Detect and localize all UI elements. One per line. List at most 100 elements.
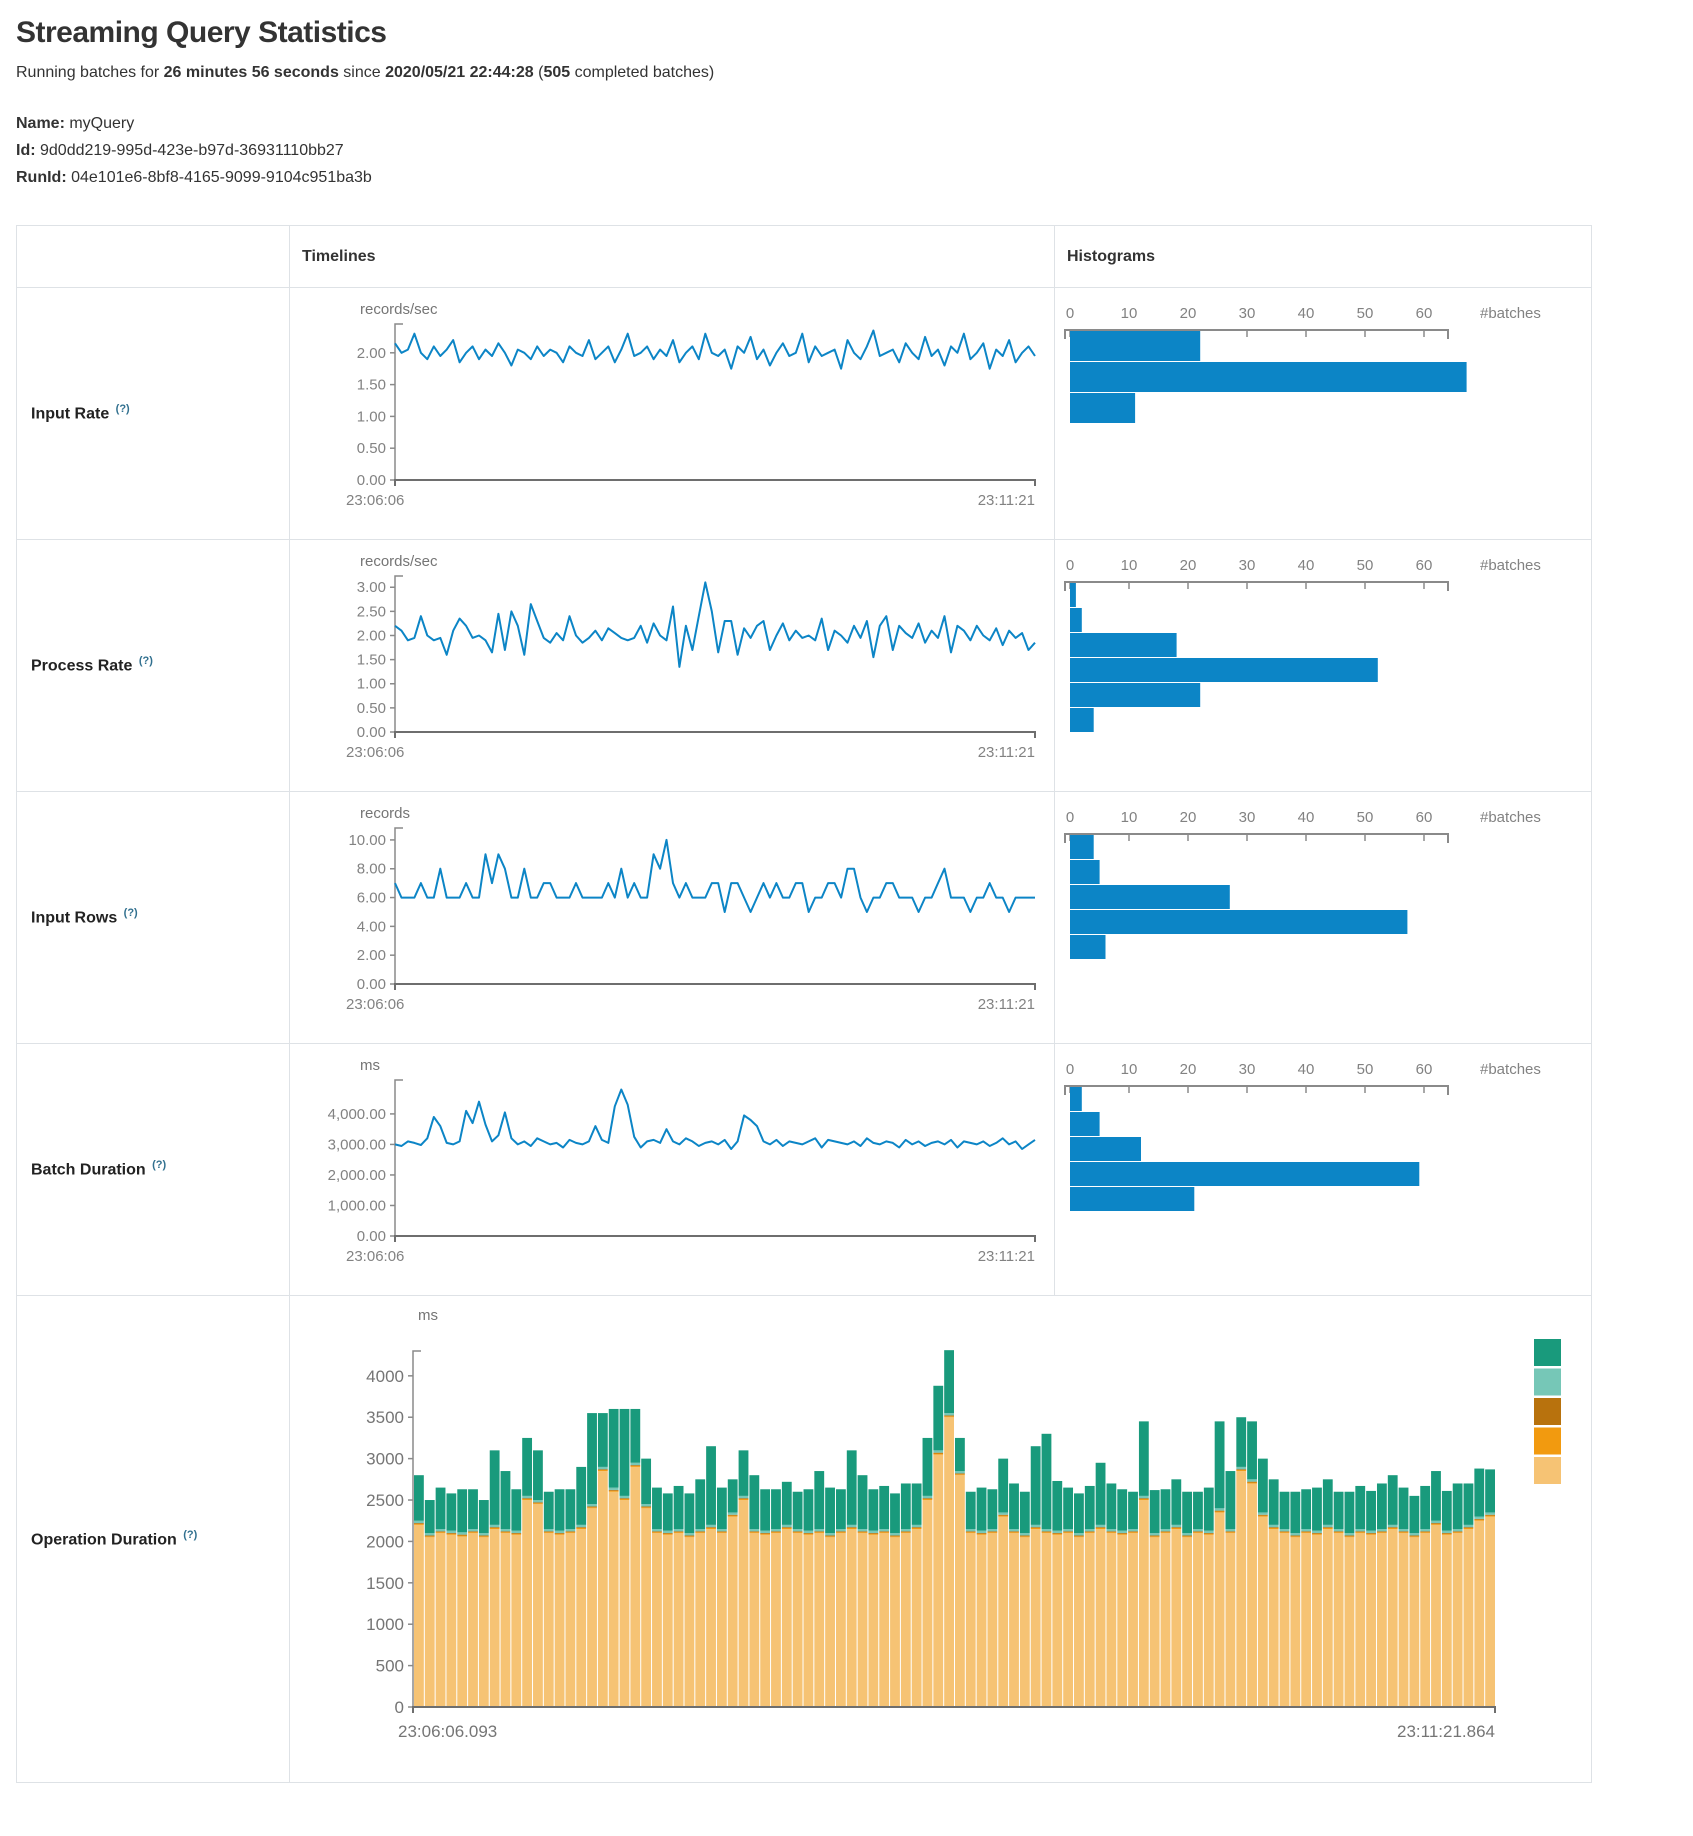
- svg-text:2.50: 2.50: [357, 603, 386, 620]
- svg-text:records/sec: records/sec: [360, 301, 438, 318]
- svg-text:2500: 2500: [366, 1491, 404, 1510]
- query-name-label: Name:: [16, 115, 65, 132]
- svg-text:1500: 1500: [366, 1574, 404, 1593]
- svg-text:3000: 3000: [366, 1450, 404, 1469]
- query-runid-value: 04e101e6-8bf8-4165-9099-9104c951ba3b: [66, 169, 372, 186]
- row-label-process-rate: Process Rate (?): [16, 539, 290, 792]
- svg-text:ms: ms: [360, 1057, 380, 1074]
- operation-duration-legend: [1534, 1339, 1561, 1484]
- since-word: since: [338, 64, 386, 81]
- query-id-line: Id: 9d0dd219-995d-423e-b97d-36931110bb27: [16, 137, 1677, 164]
- input-rows-timeline-chart: records 10.00 8.00 6.00 4.00 2.00 0.00 23:06:06…: [290, 792, 1054, 1043]
- svg-text:20: 20: [1180, 1061, 1197, 1078]
- svg-text:23:06:06: 23:06:06: [346, 492, 404, 509]
- svg-text:50: 50: [1357, 557, 1374, 574]
- completed-batches-count: 505: [543, 64, 571, 81]
- svg-text:0: 0: [1066, 305, 1074, 322]
- operation-duration-help-icon[interactable]: (?): [183, 1528, 198, 1541]
- svg-text:23:11:21: 23:11:21: [978, 1248, 1035, 1265]
- query-name-line: Name: myQuery: [16, 110, 1677, 137]
- row-label-batch-duration: Batch Duration (?): [16, 1043, 290, 1296]
- paren-open: (: [533, 64, 544, 81]
- query-id-value: 9d0dd219-995d-423e-b97d-36931110bb27: [35, 142, 344, 159]
- svg-text:6.00: 6.00: [357, 890, 386, 907]
- svg-text:0.00: 0.00: [357, 472, 386, 489]
- streaming-query-statistics-page: Streaming Query Statistics Running batch…: [0, 16, 1693, 1783]
- row-label-input-rows: Input Rows (?): [16, 791, 290, 1044]
- process-rate-histogram-chart: 0 10 20 30 40 50 60 #batches: [1055, 540, 1591, 791]
- statistics-table: Timelines Histograms Input Rate (?) reco…: [16, 225, 1592, 1783]
- empty-header-cell: [16, 225, 290, 288]
- svg-text:50: 50: [1357, 305, 1374, 322]
- svg-text:60: 60: [1416, 305, 1433, 322]
- input-rate-histogram-chart: 0 10 20 30 40 50 60 #batches: [1055, 288, 1591, 539]
- svg-text:3500: 3500: [366, 1408, 404, 1427]
- svg-text:0.00: 0.00: [357, 724, 386, 741]
- svg-text:1.50: 1.50: [357, 652, 386, 669]
- svg-text:2.00: 2.00: [357, 627, 386, 644]
- batch-duration-timeline-chart: ms 4,000.00 3,000.00 2,000.00 1,000.00 0.00 23…: [290, 1044, 1054, 1295]
- svg-text:10.00: 10.00: [348, 832, 386, 849]
- svg-text:30: 30: [1239, 809, 1256, 826]
- svg-text:#batches: #batches: [1480, 809, 1541, 826]
- svg-text:40: 40: [1298, 557, 1315, 574]
- row-label-operation-duration: Operation Duration (?): [16, 1295, 290, 1783]
- svg-text:3.00: 3.00: [357, 579, 386, 596]
- query-meta: Name: myQuery Id: 9d0dd219-995d-423e-b97…: [16, 110, 1677, 191]
- svg-text:50: 50: [1357, 1061, 1374, 1078]
- operation-duration-stacked-chart: ms 4000 3500 3000 2500 2000 1500 1000 500 0 23:06:…: [290, 1296, 1591, 1782]
- svg-text:60: 60: [1416, 809, 1433, 826]
- batches-suffix: completed batches): [570, 64, 715, 81]
- svg-text:10: 10: [1121, 557, 1138, 574]
- svg-text:0: 0: [395, 1698, 404, 1717]
- svg-text:records/sec: records/sec: [360, 553, 438, 570]
- svg-text:1000: 1000: [366, 1615, 404, 1634]
- svg-text:#batches: #batches: [1480, 1061, 1541, 1078]
- running-prefix: Running batches for: [16, 64, 164, 81]
- svg-text:2.00: 2.00: [357, 345, 386, 362]
- svg-text:23:06:06.093: 23:06:06.093: [398, 1722, 497, 1741]
- svg-text:10: 10: [1121, 305, 1138, 322]
- svg-text:500: 500: [376, 1657, 404, 1676]
- query-name-value: myQuery: [64, 115, 135, 132]
- input-rate-help-icon[interactable]: (?): [115, 403, 130, 416]
- svg-text:23:11:21: 23:11:21: [978, 492, 1035, 509]
- svg-text:40: 40: [1298, 305, 1315, 322]
- timelines-header: Timelines: [289, 225, 1055, 288]
- process-rate-help-icon[interactable]: (?): [138, 655, 153, 668]
- process-rate-timeline-chart: records/sec 3.00 2.50 2.00 1.50 1.00 0.50 0.00 2…: [290, 540, 1054, 791]
- svg-text:0.50: 0.50: [357, 440, 386, 457]
- query-id-label: Id:: [16, 142, 36, 159]
- svg-text:20: 20: [1180, 557, 1197, 574]
- input-rows-help-icon[interactable]: (?): [123, 907, 138, 920]
- query-runid-label: RunId:: [16, 169, 67, 186]
- svg-text:10: 10: [1121, 1061, 1138, 1078]
- svg-text:0.00: 0.00: [357, 1228, 386, 1245]
- svg-text:records: records: [360, 805, 410, 822]
- svg-text:0: 0: [1066, 1061, 1074, 1078]
- svg-text:40: 40: [1298, 1061, 1315, 1078]
- svg-text:0: 0: [1066, 809, 1074, 826]
- svg-text:20: 20: [1180, 305, 1197, 322]
- svg-text:1.50: 1.50: [357, 377, 386, 394]
- svg-text:0.00: 0.00: [357, 976, 386, 993]
- svg-text:1.00: 1.00: [357, 676, 386, 693]
- svg-text:50: 50: [1357, 809, 1374, 826]
- histograms-header: Histograms: [1054, 225, 1592, 288]
- row-label-input-rate: Input Rate (?): [16, 287, 290, 540]
- page-title: Streaming Query Statistics: [16, 16, 387, 49]
- svg-text:#batches: #batches: [1480, 305, 1541, 322]
- svg-text:2,000.00: 2,000.00: [328, 1167, 386, 1184]
- svg-text:4.00: 4.00: [357, 918, 386, 935]
- svg-text:2.00: 2.00: [357, 947, 386, 964]
- running-batches-summary: Running batches for 26 minutes 56 second…: [16, 64, 1677, 82]
- batch-duration-help-icon[interactable]: (?): [152, 1159, 167, 1172]
- input-rate-timeline-chart: records/sec 2.00 1.50 1.00 0.50 0.00 23:06:06 2…: [290, 288, 1054, 539]
- start-timestamp: 2020/05/21 22:44:28: [385, 64, 534, 81]
- svg-text:23:06:06: 23:06:06: [346, 744, 404, 761]
- svg-text:4000: 4000: [366, 1367, 404, 1386]
- svg-text:60: 60: [1416, 1061, 1433, 1078]
- svg-text:2000: 2000: [366, 1532, 404, 1551]
- svg-text:23:11:21: 23:11:21: [978, 996, 1035, 1013]
- svg-text:40: 40: [1298, 809, 1315, 826]
